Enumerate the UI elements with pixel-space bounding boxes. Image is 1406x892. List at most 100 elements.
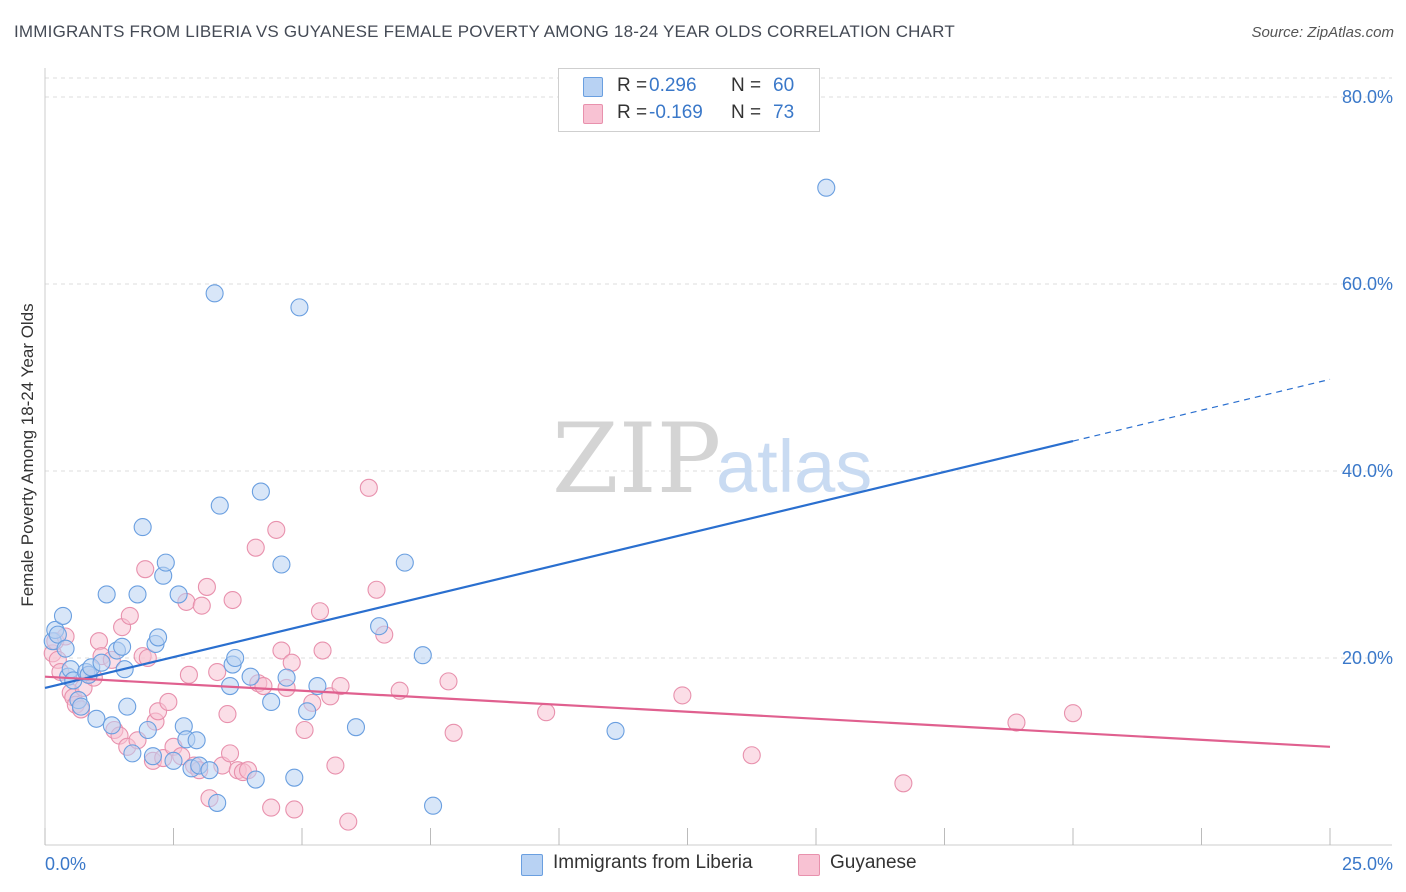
chart-title: IMMIGRANTS FROM LIBERIA VS GUYANESE FEMA… <box>14 22 955 41</box>
guyanese-point <box>894 774 913 793</box>
liberia-point <box>113 637 132 656</box>
guyanese-point <box>331 676 350 696</box>
guyanese-point <box>285 800 304 819</box>
y-tick-label: 20.0% <box>1342 648 1393 668</box>
n-label: N = <box>731 75 762 96</box>
liberia-r-value: 0.296 <box>649 75 697 96</box>
liberia-point <box>817 178 836 197</box>
liberia-point <box>285 768 304 787</box>
n-label: N = <box>731 102 762 123</box>
y-tick-label: 40.0% <box>1342 461 1393 481</box>
guyanese-point <box>220 744 240 763</box>
guyanese-point <box>208 662 227 682</box>
guyanese-point <box>742 746 761 765</box>
guyanese-point <box>439 672 458 691</box>
liberia-point <box>395 553 414 572</box>
liberia-point <box>272 555 291 574</box>
liberia-point <box>370 617 389 636</box>
liberia-trend-extension <box>1072 378 1331 442</box>
x-tick-label: 0.0% <box>45 854 86 874</box>
watermark-atlas: atlas <box>716 425 872 508</box>
r-label: R = <box>617 75 648 96</box>
liberia-point <box>97 585 116 604</box>
guyanese-point <box>136 560 155 579</box>
liberia-point <box>262 692 281 711</box>
guyanese-trend-line <box>44 675 1331 748</box>
liberia-point <box>246 770 265 789</box>
guyanese-point <box>313 641 332 660</box>
guyanese-legend-label: Guyanese <box>830 852 917 873</box>
guyanese-point <box>179 665 198 684</box>
data-points <box>43 178 1083 831</box>
guyanese-r-value: -0.169 <box>649 102 703 123</box>
liberia-point <box>123 744 142 763</box>
guyanese-point <box>272 641 291 660</box>
guyanese-point <box>326 756 345 775</box>
liberia-point <box>200 761 219 780</box>
guyanese-point <box>1007 713 1026 732</box>
guyanese-point <box>89 632 109 651</box>
liberia-n-value: 60 <box>773 75 795 96</box>
watermark-zip: ZIP <box>552 403 721 515</box>
liberia-point <box>56 639 75 658</box>
liberia-point <box>413 646 432 665</box>
liberia-point <box>241 667 260 686</box>
liberia-point <box>424 796 443 815</box>
liberia-point <box>205 284 224 303</box>
liberia-point <box>92 653 111 672</box>
guyanese-point <box>310 602 330 621</box>
liberia-point <box>143 747 162 766</box>
guyanese-point <box>267 520 286 539</box>
liberia-point <box>156 553 175 572</box>
liberia-legend-swatch <box>521 854 543 876</box>
y-tick-label: 60.0% <box>1342 274 1393 294</box>
liberia-point <box>138 720 157 740</box>
correlation-legend: R = 0.296 N = 60 R = -0.169 N = 73 <box>558 68 820 132</box>
guyanese-point <box>673 686 692 705</box>
guyanese-point <box>192 596 211 615</box>
liberia-point <box>251 482 270 501</box>
liberia-point <box>187 731 206 750</box>
source-label[interactable]: Source: ZipAtlas.com <box>1251 24 1394 41</box>
liberia-point <box>71 697 91 716</box>
guyanese-point <box>254 676 273 696</box>
guyanese-point <box>1063 704 1083 723</box>
liberia-point <box>53 606 73 625</box>
liberia-legend-label: Immigrants from Liberia <box>553 852 753 873</box>
r-label: R = <box>617 102 648 123</box>
trend-lines <box>44 378 1331 748</box>
liberia-trend-line <box>44 440 1074 689</box>
watermark: ZIP atlas <box>552 403 872 515</box>
guyanese-point <box>223 590 242 610</box>
liberia-point <box>169 585 188 604</box>
liberia-point <box>118 697 137 716</box>
guyanese-n-value: 73 <box>773 102 795 123</box>
guyanese-point <box>339 812 358 831</box>
y-tick-label: 80.0% <box>1342 87 1393 107</box>
liberia-point <box>133 518 152 537</box>
liberia-point <box>290 298 309 317</box>
liberia-point <box>346 718 366 737</box>
guyanese-legend-swatch <box>798 854 820 876</box>
tick-labels: 20.0% 40.0% 60.0% 80.0% 0.0% 25.0% <box>45 87 1393 874</box>
liberia-point <box>128 585 147 604</box>
liberia-point <box>87 709 106 728</box>
liberia-point <box>606 721 625 740</box>
guyanese-point <box>537 703 556 722</box>
guyanese-point <box>246 538 265 557</box>
guyanese-swatch <box>583 104 603 124</box>
x-tick-label: 25.0% <box>1342 854 1393 874</box>
guyanese-point <box>295 720 314 740</box>
guyanese-point <box>444 723 463 742</box>
liberia-point <box>208 793 227 812</box>
grid-lines <box>45 77 1392 659</box>
liberia-point <box>277 668 296 687</box>
guyanese-point <box>159 692 178 711</box>
guyanese-point <box>367 580 386 599</box>
liberia-point <box>164 751 183 770</box>
guyanese-point <box>197 577 216 596</box>
axes <box>44 68 1392 846</box>
guyanese-point <box>359 478 378 497</box>
guyanese-point <box>262 798 281 817</box>
